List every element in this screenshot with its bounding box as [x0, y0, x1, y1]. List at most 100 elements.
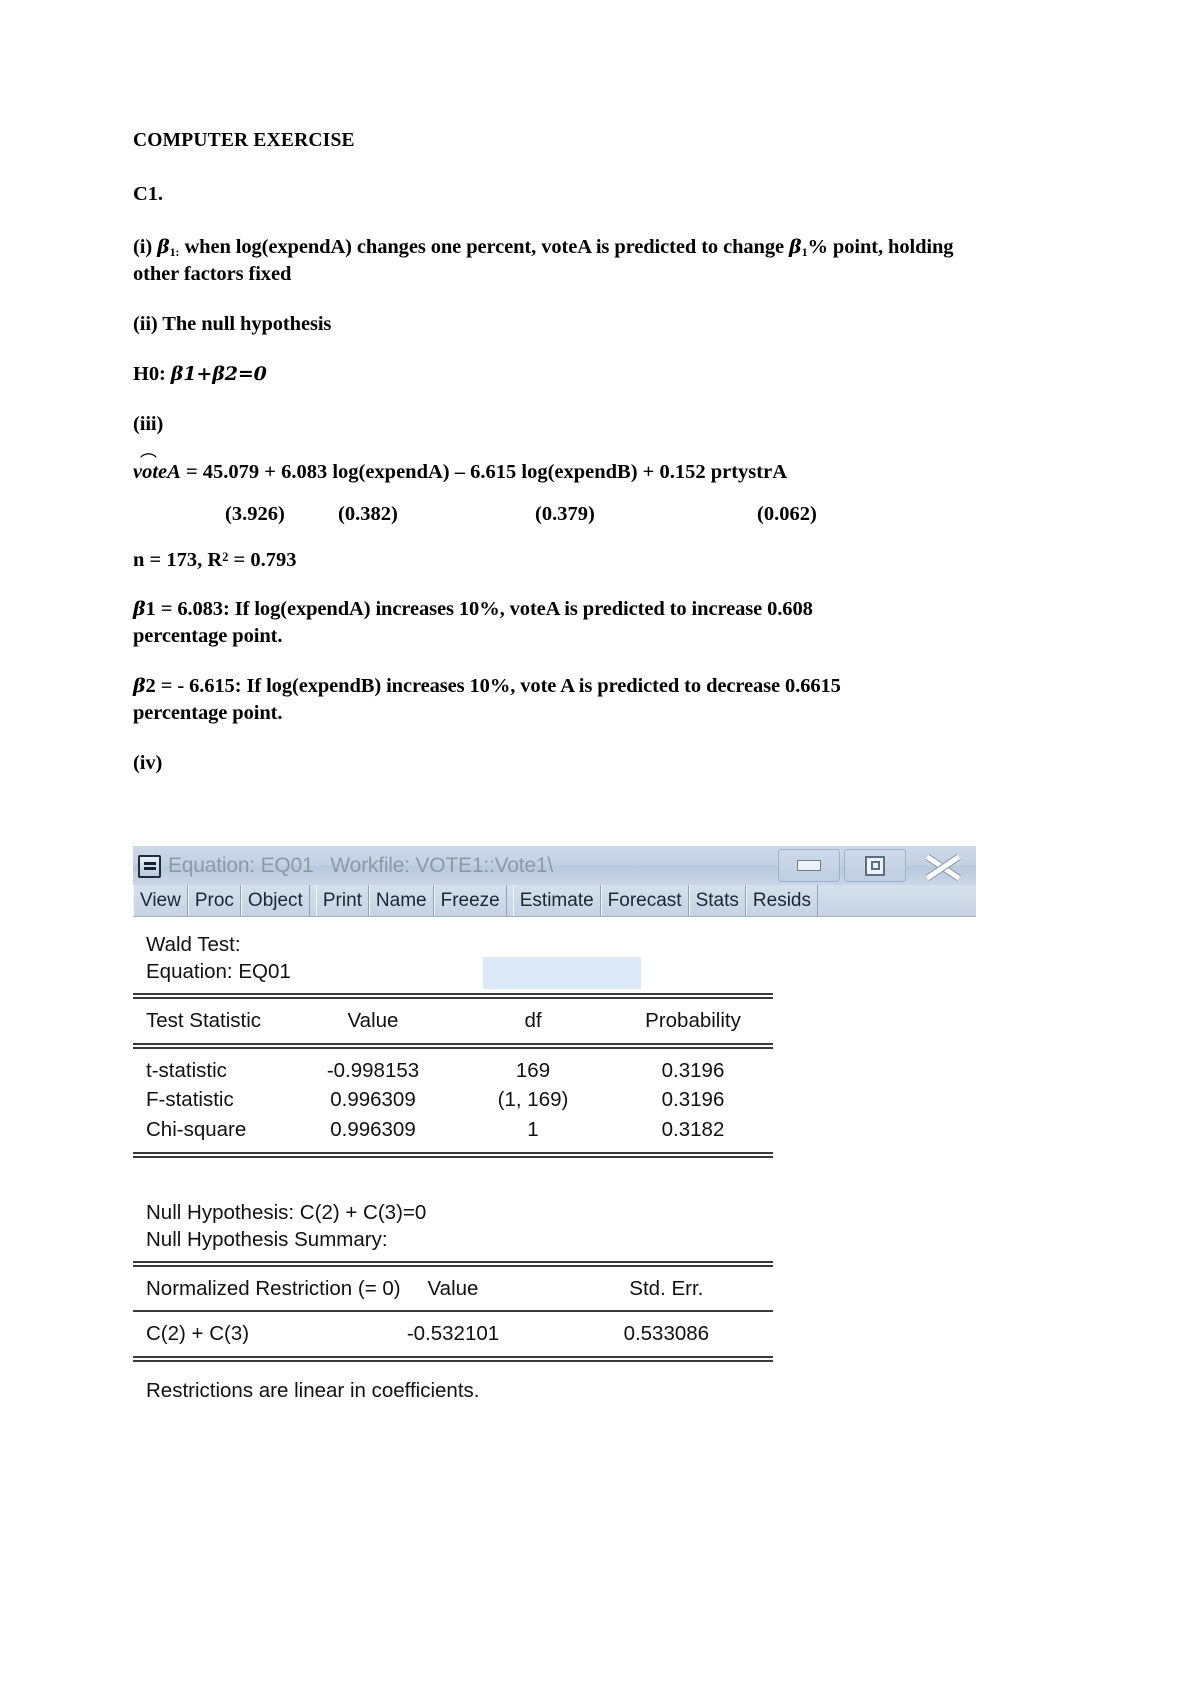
page-title: COMPUTER EXERCISE: [133, 130, 355, 151]
wald-test-title: Wald Test:: [146, 933, 241, 956]
standard-errors-row: (3.926) (0.382) (0.379) (0.062): [133, 503, 973, 529]
table-row: C(2) + C(3) -0.532101 0.533086: [133, 1319, 773, 1349]
close-icon: [925, 853, 961, 881]
cell-statistic-probability: 0.3196: [661, 1058, 725, 1082]
toolbar-button-print[interactable]: Print: [315, 885, 369, 916]
cell-statistic-value: 0.996309: [330, 1117, 416, 1141]
toolbar-button-estimate[interactable]: Estimate: [512, 885, 601, 916]
equation-output-pane[interactable]: Wald Test: Equation: EQ01 Test Statistic…: [133, 917, 976, 1413]
toolbar-button-object[interactable]: Object: [240, 885, 310, 916]
table-rule-bottom: [133, 1349, 773, 1369]
part-i-paragraph: (i) β1: when log(expendA) changes one pe…: [133, 234, 973, 288]
maximize-icon: [865, 855, 885, 876]
column-header-df: df: [524, 1008, 542, 1032]
maximize-button[interactable]: [844, 849, 906, 882]
beta1-interpretation-text-2: percentage point.: [133, 625, 283, 648]
minimize-icon: [797, 860, 821, 871]
cell-statistic-df: (1, 169): [497, 1088, 569, 1112]
toolbar-group-print: Print Name Freeze: [315, 885, 507, 916]
minimize-button[interactable]: [778, 849, 840, 882]
toolbar-button-resids[interactable]: Resids: [745, 885, 818, 916]
null-hypothesis-summary-label: Null Hypothesis Summary:: [146, 1228, 388, 1252]
dependent-variable: voteA: [133, 461, 181, 484]
part-i-text-b: % point, holding other factors fixed: [133, 235, 954, 285]
toolbar-button-proc[interactable]: Proc: [187, 885, 241, 916]
null-hypothesis-line: H0: β1+β2=0: [133, 361, 973, 388]
cell-restriction-std-err: 0.533086: [623, 1322, 710, 1346]
cell-restriction-value: -0.532101: [406, 1322, 500, 1346]
selection-highlight: [483, 957, 641, 989]
beta-symbol: β: [157, 235, 170, 258]
column-header-value: Value: [427, 1276, 479, 1300]
cell-statistic-probability: 0.3196: [661, 1088, 725, 1112]
toolbar-button-forecast[interactable]: Forecast: [600, 885, 689, 916]
toolbar-button-freeze[interactable]: Freeze: [433, 885, 507, 916]
single-rule: [133, 1310, 773, 1313]
column-header-test-statistic: Test Statistic: [146, 1008, 262, 1032]
beta-subscript-2: 1: [801, 244, 808, 259]
beta2-interpretation-text: 2 = - 6.615: If log(expendB) increases 1…: [145, 675, 841, 698]
window-controls: [778, 849, 976, 882]
double-rule: [133, 1042, 773, 1049]
equation-object-icon: [138, 854, 161, 878]
null-hypothesis-prefix: H0:: [133, 362, 166, 385]
double-rule: [133, 1355, 773, 1362]
cell-statistic-probability: 0.3182: [661, 1117, 725, 1141]
table-rule-bottom: [133, 1145, 773, 1165]
equation-body: = 45.079 + 6.083 log(expendA) – 6.615 lo…: [185, 461, 788, 484]
window-titlebar[interactable]: Equation: EQ01 Workfile: VOTE1::Vote1\: [133, 846, 976, 885]
part-i-text-a: when log(expendA) changes one percent, v…: [184, 235, 784, 258]
n-r2-text: n = 173, R: [133, 549, 223, 572]
toolbar-button-name[interactable]: Name: [368, 885, 434, 916]
null-hypothesis-expression: β1+β2=0: [170, 362, 267, 385]
cell-statistic-df: 169: [515, 1058, 551, 1082]
part-i-prefix: (i): [133, 235, 153, 258]
column-header-std-err: Std. Err.: [629, 1276, 704, 1300]
beta2-interpretation-text-2: percentage point.: [133, 702, 283, 725]
table-header-row: Test Statistic Value df Probability: [133, 1006, 773, 1036]
toolbar-button-stats[interactable]: Stats: [688, 885, 746, 916]
r-squared-exponent: 2: [222, 550, 229, 565]
document-body: COMPUTER EXERCISE C1. (i) β1: when log(e…: [133, 128, 973, 800]
cell-statistic-df: 1: [527, 1117, 539, 1141]
beta-symbol-3: β: [133, 598, 146, 621]
cell-statistic-name: Chi-square: [146, 1117, 247, 1141]
double-rule: [133, 1151, 773, 1158]
beta-subscript: 1:: [169, 244, 180, 259]
null-hypothesis-statement: Null Hypothesis: C(2) + C(3)=0: [146, 1200, 427, 1224]
wald-test-equation-name: Equation: EQ01: [146, 960, 291, 984]
output-spacer: [133, 1165, 976, 1199]
se-intercept: (3.926): [225, 503, 285, 526]
r2-value: = 0.793: [228, 549, 297, 572]
close-button[interactable]: [910, 849, 976, 882]
toolbar-button-view[interactable]: View: [133, 885, 188, 916]
part-iii-label: (iii): [133, 412, 164, 435]
hat-accent: ⌒: [140, 453, 157, 473]
column-header-probability: Probability: [645, 1008, 741, 1032]
double-rule: [133, 992, 773, 999]
beta-symbol-4: β: [133, 675, 146, 698]
table-row: t-statistic -0.998153 169 0.3196: [133, 1056, 773, 1086]
double-rule: [133, 1260, 773, 1267]
test-statistic-table: Test Statistic Value df Probability t-st…: [133, 986, 773, 1165]
table-rule-top: [133, 1254, 773, 1274]
toolbar-group-view: View Proc Object: [133, 885, 310, 916]
toolbar-group-estimate: Estimate Forecast Stats Resids: [512, 885, 818, 916]
cell-restriction-name: C(2) + C(3): [146, 1322, 250, 1346]
null-hypothesis-block: Null Hypothesis: C(2) + C(3)=0 Null Hypo…: [133, 1199, 976, 1254]
window-title: Equation: EQ01 Workfile: VOTE1::Vote1\: [168, 854, 553, 877]
restrictions-footnote: Restrictions are linear in coefficients.: [146, 1378, 480, 1402]
beta-symbol-2: β: [789, 235, 802, 258]
table-row: F-statistic 0.996309 (1, 169) 0.3196: [133, 1085, 773, 1115]
problem-label: C1.: [133, 182, 163, 205]
table-rule-header: [133, 1303, 773, 1319]
se-prtystra: (0.062): [757, 503, 817, 526]
table-rule-top: [133, 986, 773, 1006]
window-toolbar: View Proc Object Print Name Freeze Estim…: [133, 885, 976, 917]
beta1-interpretation: β1 = 6.083: If log(expendA) increases 10…: [133, 596, 973, 650]
table-header-row: Normalized Restriction (= 0) Value Std. …: [133, 1274, 773, 1304]
se-expenda: (0.382): [338, 503, 398, 526]
sample-size-r-squared: n = 173, R2 = 0.793: [133, 549, 973, 572]
cell-statistic-name: t-statistic: [146, 1058, 227, 1082]
